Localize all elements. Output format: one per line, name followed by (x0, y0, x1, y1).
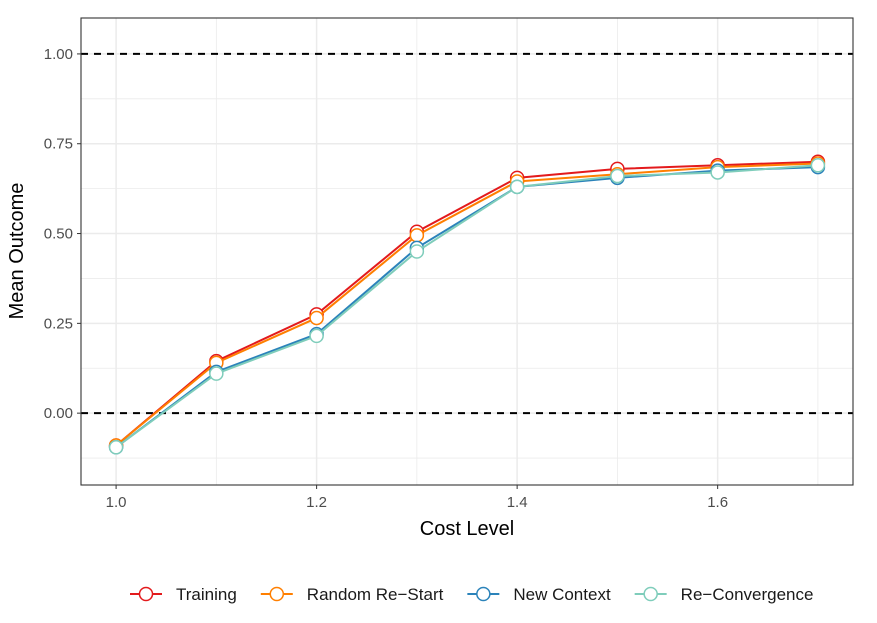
axes: 1.0 1.2 1.4 1.6 0.00 0.25 0.50 0.75 1.00 (44, 46, 728, 511)
legend-item-0: Training (130, 585, 237, 604)
data-point (610, 168, 625, 184)
legend-label: New Context (513, 585, 611, 604)
legend-item-1: Random Re−Start (260, 585, 444, 604)
y-axis-title: Mean Outcome (6, 183, 28, 320)
legend-item-2: New Context (467, 585, 611, 604)
legend-key-point (269, 586, 285, 602)
data-point (409, 228, 425, 243)
y-tick-label: 1.00 (44, 46, 73, 63)
data-point (409, 244, 425, 259)
x-axis-title: Cost Level (420, 518, 515, 540)
x-tick-label: 1.2 (306, 494, 327, 511)
data-point (309, 328, 324, 344)
series-line (115, 166, 818, 449)
series-layer (108, 154, 826, 455)
series-line (115, 160, 818, 447)
reference-lines (81, 52, 853, 415)
legend-label: Random Re−Start (307, 585, 444, 604)
plot-panel-background (81, 18, 853, 485)
y-tick-label: 0.50 (44, 226, 73, 243)
y-tick-label: 0.25 (44, 315, 73, 332)
data-point (309, 310, 324, 326)
x-tick-label: 1.6 (707, 494, 728, 511)
data-point (209, 366, 224, 381)
legend: Training Random Re−Start New Context Re−Con… (130, 585, 813, 604)
legend-label: Training (176, 585, 237, 604)
data-point (810, 158, 826, 173)
y-tick-label: 0.75 (44, 136, 73, 153)
data-point (509, 179, 525, 195)
legend-item-3: Re−Convergence (634, 585, 814, 604)
y-tick-label: 0.00 (44, 405, 73, 422)
legend-key-point (643, 586, 658, 602)
x-tick-label: 1.0 (106, 494, 127, 511)
plot-panel-border (80, 17, 854, 486)
series-line (115, 164, 818, 449)
legend-key-point (138, 586, 154, 602)
series-line (115, 162, 818, 447)
data-point (108, 440, 124, 455)
data-point (710, 165, 725, 180)
x-tick-label: 1.4 (507, 494, 528, 511)
series-3 (108, 158, 826, 455)
legend-key-point (476, 586, 491, 602)
legend-label: Re−Convergence (681, 585, 814, 604)
